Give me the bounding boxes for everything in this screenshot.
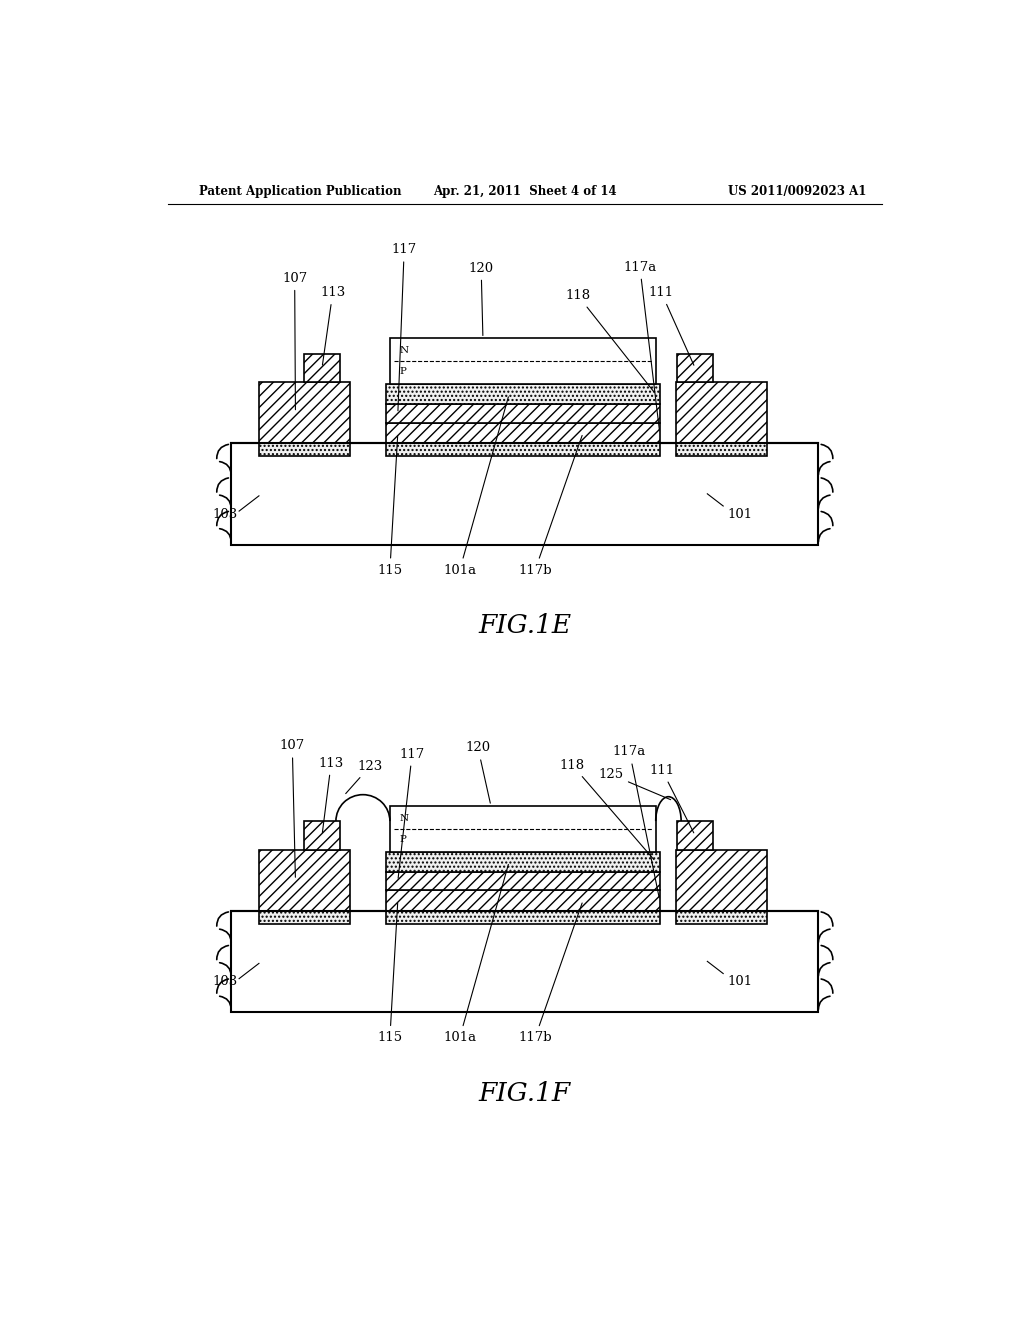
Text: 113: 113 <box>318 756 344 833</box>
Text: 117a: 117a <box>624 260 659 430</box>
Text: 103: 103 <box>212 975 238 989</box>
Text: 113: 113 <box>321 286 345 366</box>
Text: P: P <box>399 367 407 376</box>
Bar <box>386 444 659 457</box>
Text: N: N <box>399 813 409 822</box>
Text: 111: 111 <box>649 764 694 833</box>
Text: 117b: 117b <box>518 903 582 1044</box>
Bar <box>386 873 659 890</box>
Text: 120: 120 <box>466 742 490 803</box>
Bar <box>231 911 818 1012</box>
Text: 123: 123 <box>346 760 383 793</box>
Text: 107: 107 <box>282 272 307 409</box>
Bar <box>390 805 655 851</box>
Text: P: P <box>399 834 407 843</box>
Bar <box>386 911 659 924</box>
Text: US 2011/0092023 A1: US 2011/0092023 A1 <box>728 185 866 198</box>
Bar <box>676 850 767 911</box>
Text: 117: 117 <box>391 243 417 411</box>
Text: 101: 101 <box>727 508 753 520</box>
Text: 101a: 101a <box>443 397 508 577</box>
Text: 117b: 117b <box>518 436 582 577</box>
Text: Apr. 21, 2011  Sheet 4 of 14: Apr. 21, 2011 Sheet 4 of 14 <box>433 185 616 198</box>
Text: FIG.1F: FIG.1F <box>479 1081 570 1106</box>
Text: 115: 115 <box>377 903 402 1044</box>
Bar <box>259 911 350 924</box>
Bar <box>676 444 767 457</box>
Bar <box>676 381 767 444</box>
Bar <box>677 821 713 850</box>
Text: 107: 107 <box>280 739 305 878</box>
Bar <box>390 338 655 384</box>
Bar <box>677 354 713 381</box>
Bar <box>386 384 659 404</box>
Bar <box>259 850 350 911</box>
Text: 101a: 101a <box>443 865 508 1044</box>
Text: 117: 117 <box>398 747 425 878</box>
Bar <box>259 444 350 457</box>
Text: FIG.1E: FIG.1E <box>478 614 571 639</box>
Text: Patent Application Publication: Patent Application Publication <box>200 185 402 198</box>
Text: 117a: 117a <box>613 746 659 898</box>
Text: 101: 101 <box>727 975 753 989</box>
Text: 118: 118 <box>560 759 654 859</box>
Text: 118: 118 <box>565 289 654 392</box>
Bar <box>386 851 659 873</box>
Text: 115: 115 <box>377 436 402 577</box>
Text: 120: 120 <box>469 261 494 335</box>
Bar <box>304 821 340 850</box>
Bar <box>386 404 659 422</box>
Text: 125: 125 <box>598 768 671 800</box>
Bar <box>231 444 818 545</box>
Text: 111: 111 <box>649 286 694 366</box>
Text: 103: 103 <box>212 508 238 520</box>
Text: N: N <box>399 346 409 355</box>
Bar <box>386 422 659 444</box>
Bar <box>676 911 767 924</box>
Bar <box>304 354 340 381</box>
Bar <box>259 381 350 444</box>
Bar <box>386 890 659 911</box>
